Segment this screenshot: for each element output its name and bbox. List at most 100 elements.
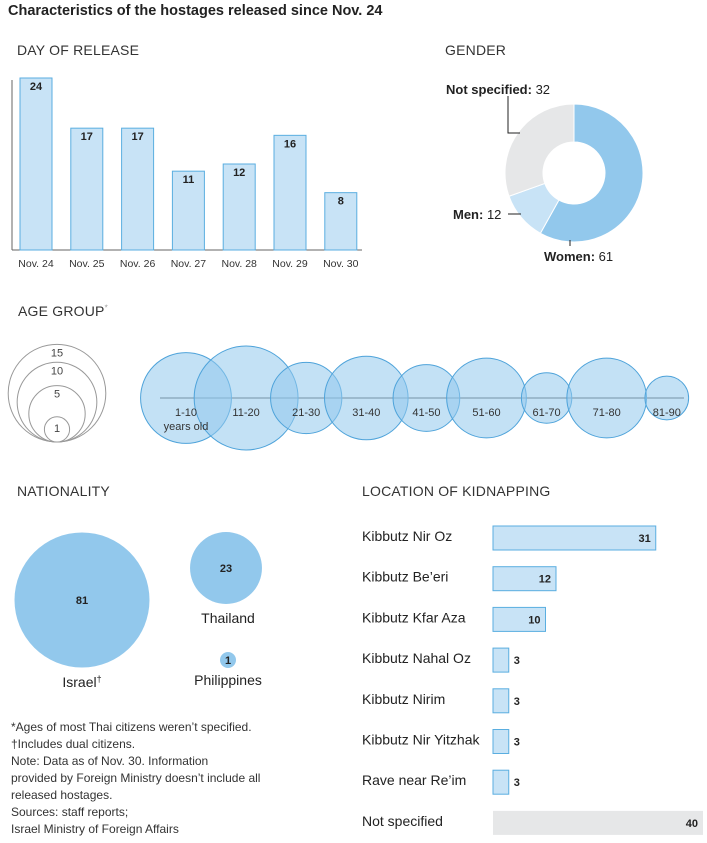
y-tick-label: Kibbutz Kfar Aza <box>362 609 466 625</box>
footnote-line: Israel Ministry of Foreign Affairs <box>11 822 179 836</box>
bar-value-label: 17 <box>131 131 143 143</box>
bar-value-label: 3 <box>514 696 520 708</box>
location-chart: Kibbutz Nir Oz 31 Kibbutz Be’eri 12 Kibbutz … <box>362 525 703 835</box>
age-group-title-text: AGE GROUP <box>18 303 105 319</box>
bar-value-label: 16 <box>284 138 296 150</box>
bar-value-label: 10 <box>528 614 540 626</box>
bar-value-label: 24 <box>30 81 43 93</box>
bar <box>273 134 307 251</box>
y-tick-label: Not specified <box>362 813 443 829</box>
age-group-title: AGE GROUP* <box>18 303 108 319</box>
bubble-value-label: 81 <box>76 595 88 607</box>
bar <box>70 127 104 251</box>
page-title: Characteristics of the hostages released… <box>8 3 383 19</box>
age-group-title-marker: * <box>104 303 108 313</box>
pie-slice <box>504 103 575 197</box>
size-legend-label: 1 <box>54 423 60 435</box>
x-tick-label: 11-20 <box>232 407 259 419</box>
y-tick-label: Kibbutz Nir Oz <box>362 528 452 544</box>
slice-label-value: 61 <box>595 249 613 264</box>
pie-slice <box>539 103 644 243</box>
bubble <box>190 532 262 604</box>
gender-title: GENDER <box>445 42 507 58</box>
bar-value-label: 12 <box>233 167 245 179</box>
bubble-label: Philippines <box>194 672 262 688</box>
size-legend-label: 15 <box>51 347 63 359</box>
size-legend-circle <box>43 416 71 443</box>
footnote-line: released hostages. <box>11 788 113 802</box>
footnotes: *Ages of most Thai citizens weren’t spec… <box>11 719 311 838</box>
bubble-label-marker: † <box>97 674 102 684</box>
bubble <box>14 532 150 668</box>
footnote-line: provided by Foreign Ministry doesn’t inc… <box>11 771 261 785</box>
footnote-line: †Includes dual citizens. <box>11 737 136 751</box>
x-tick-label: 41-50 <box>412 407 440 419</box>
bar <box>492 525 657 551</box>
bar <box>324 192 358 251</box>
slice-label-name: Women: <box>544 249 595 264</box>
bubble-label-name: Philippines <box>194 672 262 688</box>
slice-label-name: Not specified: <box>446 82 532 97</box>
bubble-label: Israel† <box>62 674 101 690</box>
bubble-label-name: Israel <box>62 674 96 690</box>
bar-value-label: 31 <box>639 533 651 545</box>
y-tick-label: Kibbutz Nirim <box>362 691 445 707</box>
bar <box>493 810 703 835</box>
bubble-label: Thailand <box>201 610 255 626</box>
age-group-chart: 15 10 5 1 1-10 11-20 21-30 31-40 41-50 51-60 61-70… <box>7 343 690 451</box>
x-tick-label: 61-70 <box>533 407 561 419</box>
location-title: LOCATION OF KIDNAPPING <box>362 483 551 499</box>
slice-label-name: Men: <box>453 207 483 222</box>
y-tick-label: Kibbutz Nir Yitzhak <box>362 732 480 748</box>
bubble <box>566 357 648 439</box>
size-legend-label: 5 <box>54 389 60 401</box>
bar <box>492 688 510 714</box>
callout-line <box>507 96 520 134</box>
x-tick-label: 81-90 <box>653 407 681 419</box>
y-tick-label: Kibbutz Nahal Oz <box>362 650 471 666</box>
bar <box>492 769 510 795</box>
x-tick-label: Nov. 26 <box>120 258 156 270</box>
bar-value-label: 12 <box>539 574 551 586</box>
bubble <box>220 652 236 668</box>
slice-label-not-specified: Not specified: 32 <box>446 82 550 97</box>
nationality-chart: 81 Israel† 23 Thailand 1 Philippines <box>14 532 262 690</box>
day-of-release-title: DAY OF RELEASE <box>17 42 140 58</box>
bar <box>121 127 155 251</box>
bubble <box>644 375 690 421</box>
size-legend-label: 10 <box>51 365 63 377</box>
x-tick-label: 1-10 <box>175 407 197 419</box>
x-tick-label: 21-30 <box>292 407 320 419</box>
x-tick-label: Nov. 27 <box>171 258 207 270</box>
gender-chart: Women: 61 Men: 12 Not specified: 32 <box>446 82 644 264</box>
slice-label-value: 32 <box>532 82 550 97</box>
x-tick-label: 31-40 <box>352 407 380 419</box>
bar-value-label: 11 <box>183 174 195 186</box>
x-tick-label: 71-80 <box>593 407 621 419</box>
bar-value-label: 3 <box>514 737 520 749</box>
bar <box>492 566 557 592</box>
slice-label-men: Men: 12 <box>453 207 501 222</box>
nationality-title: NATIONALITY <box>17 483 110 499</box>
bar <box>19 77 53 251</box>
bar-value-label: 40 <box>686 818 698 830</box>
bar-value-label: 3 <box>514 777 520 789</box>
bar-value-label: 17 <box>81 131 93 143</box>
x-tick-label: Nov. 24 <box>18 258 54 270</box>
bubble-value-label: 1 <box>225 655 231 667</box>
footnote-line: *Ages of most Thai citizens weren’t spec… <box>11 720 252 734</box>
slice-label-women: Women: 61 <box>544 249 613 264</box>
bar-value-label: 3 <box>514 655 520 667</box>
slice-label-value: 12 <box>483 207 501 222</box>
footnote-line: Note: Data as of Nov. 30. Information <box>11 754 209 768</box>
x-tick-label: Nov. 30 <box>323 258 359 270</box>
bar-value-label: 8 <box>338 196 344 208</box>
bubble <box>446 357 527 439</box>
day-of-release-chart: 24 Nov. 24 17 Nov. 25 17 Nov. 26 11 Nov. 27 12 No… <box>11 77 362 270</box>
bubble-value-label: 23 <box>220 563 232 575</box>
bar <box>171 170 205 251</box>
x-unit-note: years old <box>164 421 209 433</box>
y-tick-label: Kibbutz Be’eri <box>362 569 448 585</box>
y-tick-label: Rave near Re’im <box>362 772 466 788</box>
bar <box>492 606 546 632</box>
